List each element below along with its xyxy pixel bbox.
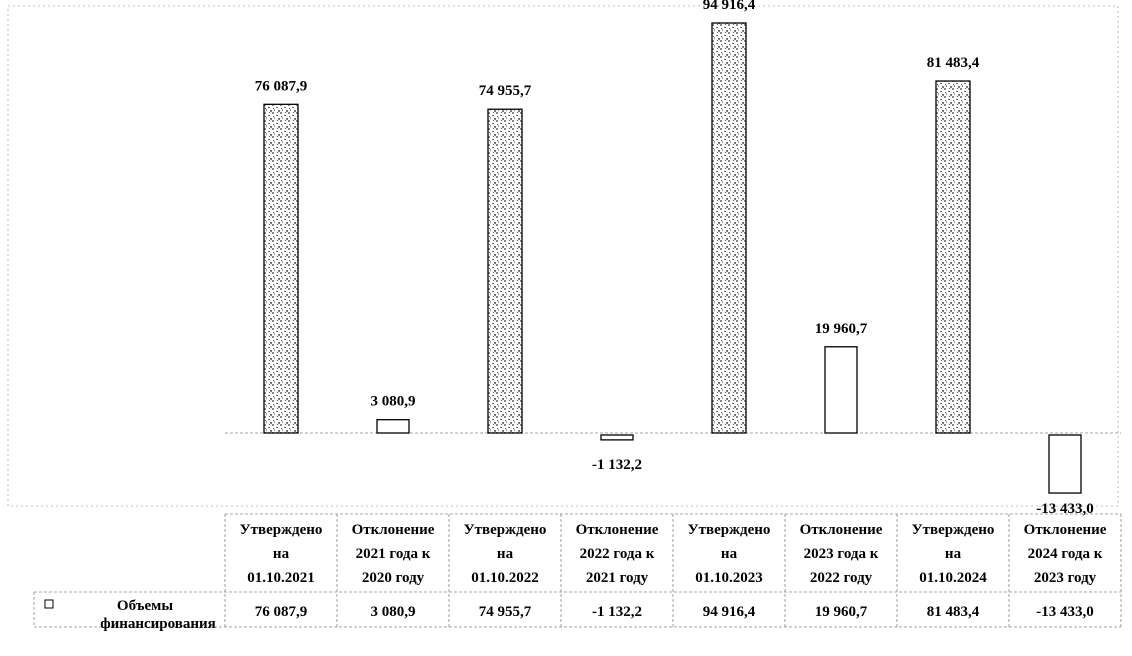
table-value-8: -13 433,0 [1036, 604, 1094, 620]
table-value-4: -1 132,2 [592, 604, 642, 620]
table-value-1: 76 087,9 [255, 604, 308, 620]
table-header-1-line-3: 01.10.2021 [247, 570, 315, 586]
table-header-4-line-3: 2021 году [586, 570, 649, 586]
data-table: Утверждено на 01.10.2021 Отклонение 2021 год… [33, 513, 1122, 632]
table-header-5-line-1: Утверждено [688, 522, 771, 538]
legend-key [44, 599, 54, 609]
bar-4 [600, 434, 634, 441]
table-header-3-line-2: на [497, 546, 514, 562]
value-labels-group: 76 087,9 3 080,9 74 955,7 -1 132,2 94 916,4 1… [255, 0, 1094, 517]
table-header-6-line-1: Отклонение [800, 522, 883, 538]
data-label-5: 94 916,4 [703, 0, 756, 13]
table-header-1-line-1: Утверждено [240, 522, 323, 538]
data-label-1: 76 087,9 [255, 78, 308, 94]
data-label-4: -1 132,2 [592, 457, 642, 473]
data-label-2: 3 080,9 [371, 394, 416, 410]
table-header-6-line-2: 2023 года к [804, 546, 879, 562]
data-label-7: 81 483,4 [927, 55, 980, 71]
table-header-2-line-3: 2020 году [362, 570, 425, 586]
plot-area-border [7, 5, 1119, 507]
table-value-3: 74 955,7 [479, 604, 532, 620]
table-header-5-line-2: на [721, 546, 738, 562]
table-value-2: 3 080,9 [371, 604, 416, 620]
table-header-8-line-2: 2024 года к [1028, 546, 1103, 562]
table-header-1-line-2: на [273, 546, 290, 562]
data-label-3: 74 955,7 [479, 83, 532, 99]
table-header-8-line-1: Отклонение [1024, 522, 1107, 538]
table-header-2-line-1: Отклонение [352, 522, 435, 538]
table-header-5-line-3: 01.10.2023 [695, 570, 763, 586]
table-value-5: 94 916,4 [703, 604, 756, 620]
table-value-6: 19 960,7 [815, 604, 868, 620]
table-header-2-line-2: 2021 года к [356, 546, 431, 562]
table-header-4-line-2: 2022 года к [580, 546, 655, 562]
chart-frame [7, 5, 1121, 507]
table-value-7: 81 483,4 [927, 604, 980, 620]
bar-7 [935, 80, 971, 434]
data-label-6: 19 960,7 [815, 321, 868, 337]
table-header-7-line-1: Утверждено [912, 522, 995, 538]
bar-3 [487, 108, 523, 434]
legend-label-line-1: Объемы [117, 598, 173, 614]
data-label-8: -13 433,0 [1036, 501, 1094, 517]
bars-group [263, 22, 1082, 494]
table-header-7-line-2: на [945, 546, 962, 562]
bar-8 [1048, 434, 1082, 494]
table-header-8-line-3: 2023 году [1034, 570, 1097, 586]
bar-2 [376, 419, 410, 434]
table-header-3-line-1: Утверждено [464, 522, 547, 538]
bar-5 [711, 22, 747, 434]
bar-6 [824, 346, 858, 434]
bar-1 [263, 103, 299, 434]
table-header-6-line-3: 2022 году [810, 570, 873, 586]
legend-label-line-2: финансирования [100, 616, 216, 632]
table-header-3-line-3: 01.10.2022 [471, 570, 539, 586]
table-header-7-line-3: 01.10.2024 [919, 570, 987, 586]
table-header-4-line-1: Отклонение [576, 522, 659, 538]
